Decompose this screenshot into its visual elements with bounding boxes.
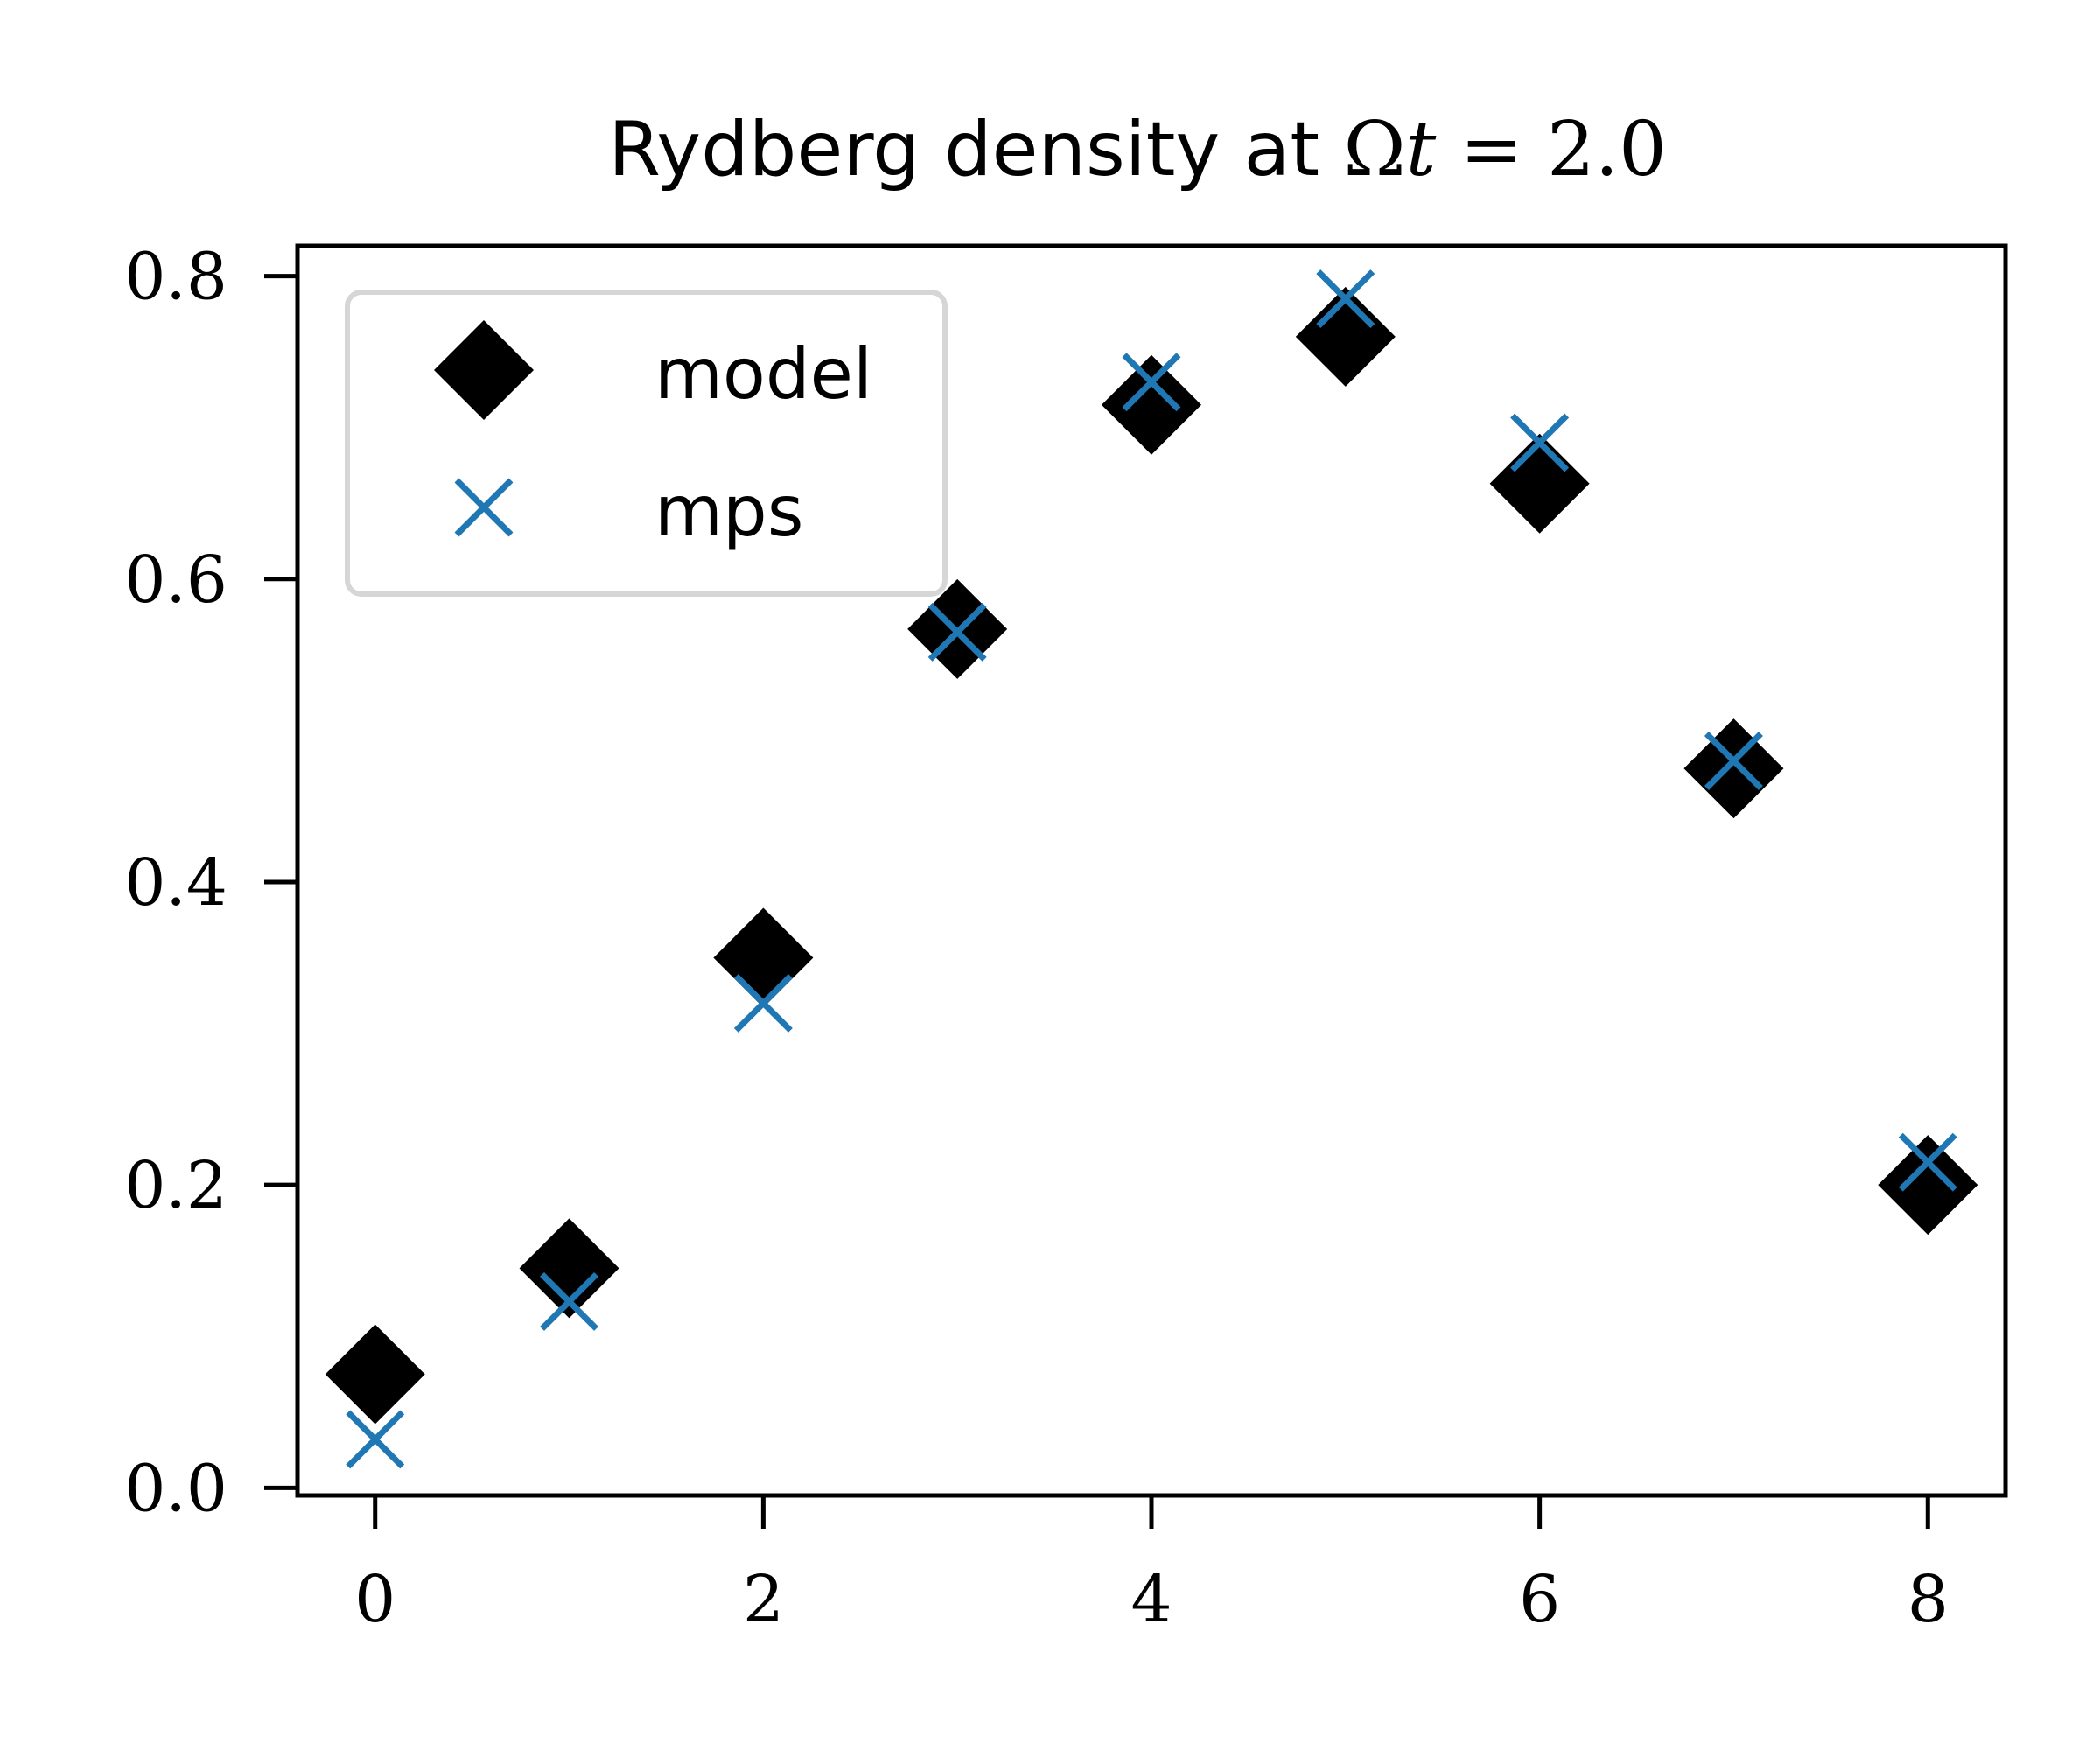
y-axis-ticks: 0.0 0.2 0.4 0.6 0.8 [124, 240, 298, 1526]
series-mps [346, 270, 1957, 1469]
series-model [325, 286, 1978, 1424]
legend: model mps [345, 290, 948, 597]
chart-title: Rydberg density at Ωt = 2.0 [608, 106, 1667, 193]
y-tick-label: 0.8 [124, 240, 228, 315]
mps-point [733, 973, 793, 1032]
mps-point [540, 1271, 599, 1331]
chart-title-variable: t [1406, 106, 1437, 193]
mps-point [1898, 1132, 1957, 1192]
x-tick-label: 8 [1908, 1562, 1949, 1637]
model-point [1684, 718, 1784, 819]
data-markers [325, 270, 1978, 1469]
chart-title-omega: Ω [1343, 106, 1405, 193]
mps-point [928, 602, 987, 662]
plot-area-frame [295, 243, 2008, 1498]
y-tick-label: 0.2 [124, 1148, 228, 1223]
x-tick-label: 6 [1519, 1562, 1560, 1637]
model-point [1878, 1135, 1978, 1236]
legend-label-model: model [654, 333, 872, 415]
mps-point [1704, 732, 1763, 790]
y-tick-label: 0.0 [124, 1451, 228, 1526]
legend-diamond-icon [434, 320, 534, 420]
model-point [713, 907, 814, 1008]
legend-cross-icon [454, 478, 514, 537]
model-point [325, 1324, 425, 1424]
mps-point [346, 1410, 405, 1469]
y-tick-label: 0.6 [124, 542, 228, 618]
mps-point [1122, 353, 1181, 412]
x-tick-label: 0 [354, 1562, 396, 1637]
x-tick-label: 4 [1130, 1562, 1172, 1637]
legend-label-mps: mps [654, 471, 803, 552]
chart-title-prefix: Rydberg density at [608, 106, 1343, 193]
y-tick-label: 0.4 [124, 845, 228, 920]
model-point [519, 1218, 620, 1319]
legend-marker-model [434, 320, 534, 420]
chart-title-value: = 2.0 [1436, 106, 1667, 193]
x-axis-ticks: 0 2 4 6 8 [354, 1495, 1949, 1637]
model-point [1102, 354, 1201, 455]
model-point [1295, 286, 1396, 387]
x-tick-label: 2 [743, 1562, 784, 1637]
mps-point [1510, 413, 1570, 472]
mps-point [1316, 270, 1376, 329]
legend-marker-mps [454, 478, 514, 537]
model-point [1489, 433, 1590, 534]
